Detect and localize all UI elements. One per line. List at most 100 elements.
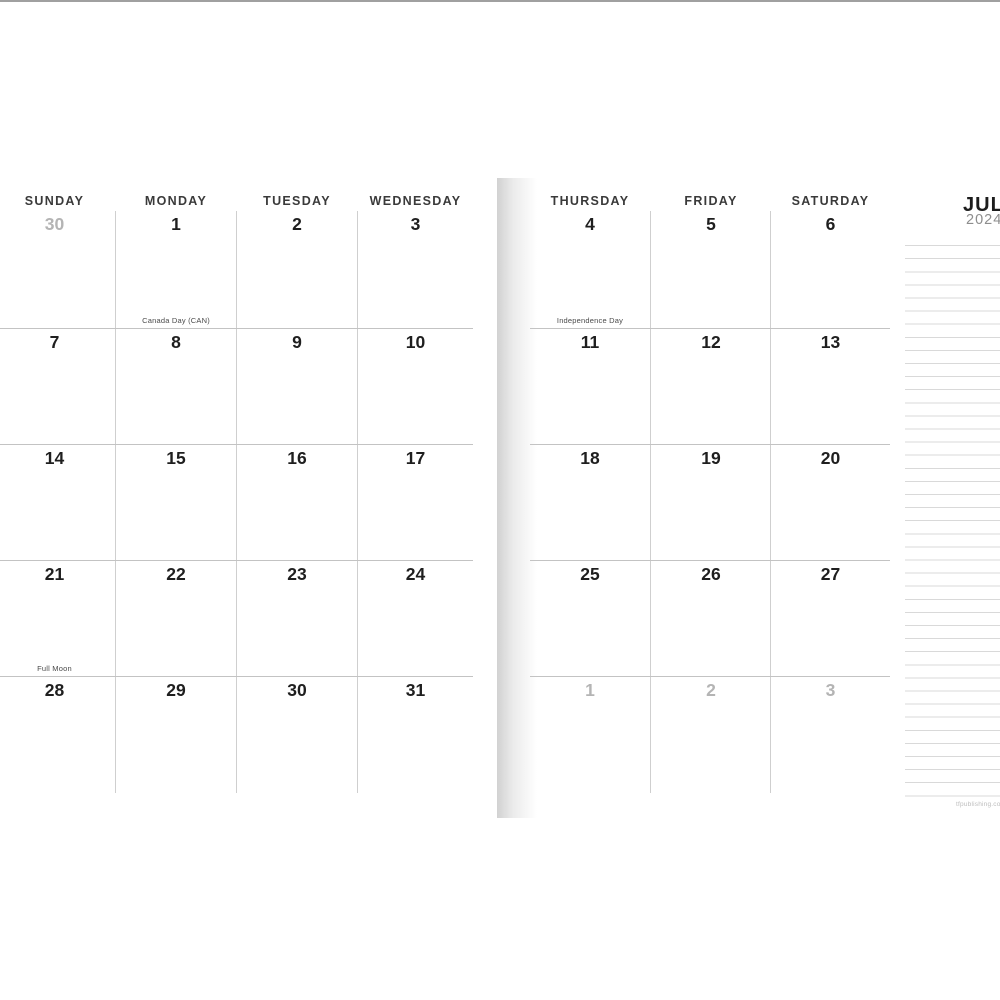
weekday-header-thursday: THURSDAY xyxy=(550,194,630,208)
day-number: 5 xyxy=(706,214,716,234)
day-cell-jul-31: 31 xyxy=(358,677,473,793)
day-cell-jul-27: 27 xyxy=(771,561,890,677)
day-number: 31 xyxy=(405,680,426,700)
day-number: 14 xyxy=(44,448,65,468)
day-cell-jul-10: 10 xyxy=(358,329,473,445)
day-number: 30 xyxy=(44,214,65,234)
day-number: 28 xyxy=(44,680,65,700)
day-number: 29 xyxy=(166,680,186,700)
day-cell-aug-2: 2 xyxy=(651,677,771,793)
grid-hline xyxy=(0,560,473,561)
grid-vline xyxy=(236,211,237,793)
day-cell-jul-15: 15 xyxy=(116,445,236,561)
day-cell-jul-1: 1 Canada Day (CAN) xyxy=(116,211,236,329)
day-number: 21 xyxy=(44,564,65,584)
month-year: 2024 xyxy=(966,212,1000,228)
day-cell-aug-1: 1 xyxy=(530,677,650,793)
grid-vline xyxy=(357,211,358,793)
day-cell-jul-3: 3 xyxy=(358,211,473,329)
grid-hline xyxy=(530,444,890,445)
grid-hline xyxy=(530,328,890,329)
day-cell-jul-24: 24 xyxy=(358,561,473,677)
day-number: 2 xyxy=(292,214,302,234)
day-cell-jul-29: 29 xyxy=(116,677,236,793)
day-cell-jul-22: 22 xyxy=(116,561,236,677)
grid-vline xyxy=(115,211,116,793)
day-number: 27 xyxy=(820,564,841,584)
weekday-header-sunday: SUNDAY xyxy=(24,194,85,208)
day-cell-jul-25: 25 xyxy=(530,561,650,677)
day-cell-jul-8: 8 xyxy=(116,329,236,445)
day-cell-jul-5: 5 xyxy=(651,211,771,329)
day-cell-jul-21: 21 Full Moon xyxy=(0,561,115,677)
day-cell-jul-17: 17 xyxy=(358,445,473,561)
day-cell-jul-16: 16 xyxy=(237,445,357,561)
grid-hline xyxy=(0,328,473,329)
day-cell-jun-30: 30 xyxy=(0,211,115,329)
publisher-url: tfpublishing.com xyxy=(956,801,1000,808)
day-cell-jul-28: 28 xyxy=(0,677,115,793)
day-cell-jul-12: 12 xyxy=(651,329,771,445)
day-number: 26 xyxy=(701,564,721,584)
day-cell-jul-11: 11 xyxy=(530,329,650,445)
weekday-header-friday: FRIDAY xyxy=(684,194,738,208)
day-number: 22 xyxy=(166,564,186,584)
day-number: 23 xyxy=(287,564,307,584)
weekday-header-saturday: SATURDAY xyxy=(791,194,870,208)
day-number: 30 xyxy=(287,680,307,700)
holiday-label: Canada Day (CAN) xyxy=(142,316,210,325)
day-number: 8 xyxy=(171,332,181,352)
day-number: 6 xyxy=(825,214,836,234)
day-number: 12 xyxy=(701,332,721,352)
day-number: 15 xyxy=(166,448,186,468)
day-number: 24 xyxy=(405,564,426,584)
grid-hline xyxy=(0,444,473,445)
day-cell-jul-19: 19 xyxy=(651,445,771,561)
weekday-header-monday: MONDAY xyxy=(144,194,208,208)
day-cell-jul-23: 23 xyxy=(237,561,357,677)
day-number: 25 xyxy=(580,564,600,584)
notes-ruled-lines xyxy=(905,233,1000,797)
day-number: 7 xyxy=(49,332,60,352)
day-cell-aug-3: 3 xyxy=(771,677,890,793)
day-cell-jul-2: 2 xyxy=(237,211,357,329)
day-number: 13 xyxy=(820,332,841,352)
moon-phase-label: Full Moon xyxy=(37,664,72,673)
day-number: 3 xyxy=(410,214,421,234)
day-number: 10 xyxy=(405,332,426,352)
grid-vline xyxy=(650,211,651,793)
day-cell-jul-6: 6 xyxy=(771,211,890,329)
day-number: 20 xyxy=(820,448,841,468)
grid-hline xyxy=(530,560,890,561)
day-cell-jul-26: 26 xyxy=(651,561,771,677)
month-title: JULY xyxy=(963,194,1000,216)
day-number: 16 xyxy=(287,448,307,468)
day-number: 1 xyxy=(585,680,595,700)
day-number: 11 xyxy=(580,332,600,352)
day-number: 4 xyxy=(585,214,595,234)
day-cell-jul-7: 7 xyxy=(0,329,115,445)
day-number: 2 xyxy=(706,680,716,700)
day-cell-jul-20: 20 xyxy=(771,445,890,561)
page-gutter-shadow xyxy=(497,178,537,818)
holiday-label: Independence Day xyxy=(556,316,624,325)
grid-hline xyxy=(530,676,890,677)
day-number: 19 xyxy=(701,448,721,468)
day-cell-jul-9: 9 xyxy=(237,329,357,445)
day-cell-jul-14: 14 xyxy=(0,445,115,561)
weekday-header-wednesday: WEDNESDAY xyxy=(369,194,462,208)
grid-hline xyxy=(0,676,473,677)
day-number: 18 xyxy=(580,448,600,468)
day-cell-jul-18: 18 xyxy=(530,445,650,561)
day-number: 1 xyxy=(171,214,181,234)
day-number: 9 xyxy=(292,332,302,352)
day-number: 3 xyxy=(825,680,836,700)
weekday-header-tuesday: TUESDAY xyxy=(263,194,331,208)
day-cell-jul-4: 4 Independence Day xyxy=(530,211,650,329)
day-cell-jul-13: 13 xyxy=(771,329,890,445)
day-number: 17 xyxy=(405,448,426,468)
page-bottom-border xyxy=(0,0,1000,2)
day-cell-jul-30: 30 xyxy=(237,677,357,793)
grid-vline xyxy=(770,211,771,793)
